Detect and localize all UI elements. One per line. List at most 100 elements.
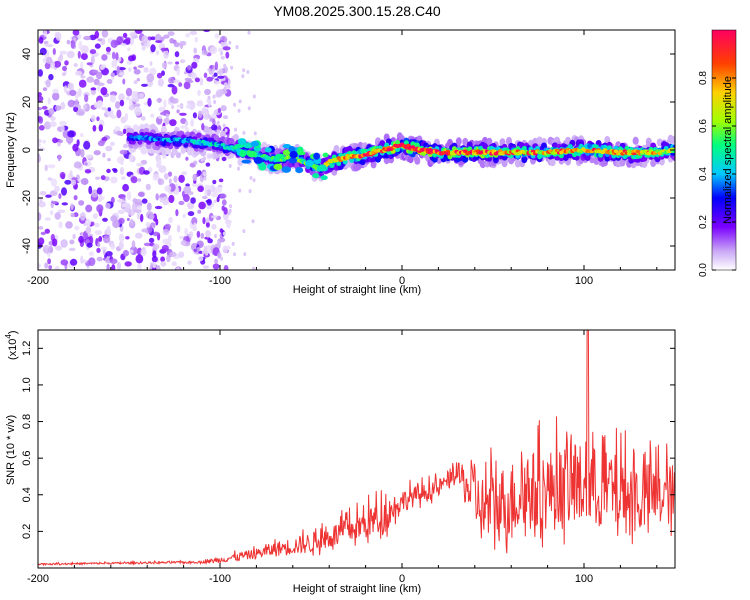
noise-speckle: [179, 112, 187, 116]
noise-speckle: [106, 79, 113, 84]
noise-speckle: [117, 156, 125, 164]
noise-speckle: [212, 119, 216, 126]
noise-speckle: [187, 64, 192, 71]
noise-speckle: [132, 202, 138, 212]
noise-speckle: [213, 72, 218, 77]
noise-speckle: [38, 116, 44, 124]
noise-speckle: [128, 98, 133, 106]
noise-speckle: [131, 90, 139, 100]
noise-speckle: [164, 223, 171, 230]
noise-speckle: [220, 56, 225, 60]
noise-speckle: [201, 195, 208, 200]
noise-speckle: [94, 30, 100, 39]
noise-speckle: [90, 221, 95, 227]
noise-speckle: [152, 173, 160, 181]
noise-speckle: [218, 68, 224, 76]
noise-speckle: [160, 111, 167, 116]
noise-speckle: [226, 84, 231, 89]
noise-speckle: [124, 261, 132, 267]
noise-speckle: [59, 120, 67, 126]
noise-speckle: [174, 51, 180, 58]
noise-speckle: [41, 105, 48, 110]
noise-speckle: [201, 250, 205, 255]
ridge-mark: [161, 141, 167, 147]
noise-speckle: [201, 49, 208, 56]
noise-speckle: [247, 30, 251, 35]
noise-speckle: [191, 72, 197, 80]
noise-speckle: [196, 230, 201, 238]
noise-speckle: [168, 178, 172, 185]
noise-speckle: [224, 82, 228, 87]
noise-speckle: [64, 60, 69, 66]
noise-speckle: [90, 114, 96, 122]
snr-x-label: Height of straight line (km): [293, 583, 421, 595]
noise-speckle: [135, 254, 144, 264]
noise-speckle: [121, 203, 127, 208]
noise-speckle: [109, 258, 118, 265]
noise-speckle: [212, 179, 217, 185]
noise-speckle: [49, 121, 57, 127]
noise-speckle: [155, 218, 159, 226]
noise-speckle: [227, 211, 231, 216]
noise-speckle: [61, 125, 65, 133]
noise-speckle: [104, 176, 110, 182]
noise-speckle: [205, 230, 211, 238]
noise-speckle: [222, 245, 229, 254]
noise-speckle: [67, 83, 73, 90]
noise-speckle: [47, 164, 56, 169]
noise-speckle: [102, 217, 108, 222]
noise-speckle: [226, 221, 232, 229]
noise-speckle: [178, 251, 185, 258]
noise-speckle: [50, 116, 56, 121]
noise-speckle: [111, 51, 116, 60]
ridge-mark: [479, 160, 486, 169]
noise-speckle: [94, 43, 101, 49]
noise-speckle: [243, 252, 247, 257]
svg-text:(x104): (x104): [4, 330, 19, 360]
noise-speckle: [38, 143, 41, 147]
noise-speckle: [150, 113, 155, 118]
noise-speckle: [118, 93, 125, 102]
noise-speckle: [248, 189, 252, 194]
x-tick-label: 0: [399, 573, 405, 585]
noise-speckle: [105, 251, 113, 257]
noise-speckle: [101, 30, 109, 38]
noise-speckle: [117, 199, 125, 203]
noise-speckle: [218, 178, 224, 183]
noise-speckle: [38, 212, 42, 221]
noise-speckle: [74, 225, 80, 231]
noise-speckle: [66, 50, 75, 59]
noise-speckle: [155, 193, 159, 201]
colorbar-ticks: 0.0 0.2 0.4 0.6 0.8: [698, 71, 736, 277]
noise-speckle: [151, 255, 158, 263]
ridge-blob: [239, 149, 247, 158]
noise-speckle: [109, 94, 116, 103]
noise-speckle: [237, 108, 241, 113]
noise-speckle: [48, 73, 54, 81]
noise-speckle: [204, 88, 211, 96]
noise-speckle: [89, 49, 97, 55]
noise-speckle: [80, 178, 89, 185]
noise-speckle: [76, 110, 84, 116]
noise-speckle: [86, 62, 93, 66]
noise-speckle: [90, 55, 95, 65]
noise-speckle: [158, 106, 166, 112]
noise-speckle: [88, 251, 94, 256]
noise-speckle: [116, 65, 120, 75]
noise-speckle: [211, 223, 217, 230]
noise-speckle: [106, 263, 110, 270]
noise-speckle: [136, 162, 144, 167]
noise-speckle: [96, 187, 103, 195]
noise-speckle: [122, 183, 129, 192]
y-tick-label: 40: [21, 48, 33, 60]
noise-speckle: [152, 243, 160, 250]
noise-speckle: [140, 213, 144, 223]
noise-speckle: [206, 198, 212, 206]
noise-speckle: [194, 77, 200, 83]
ridge-blob: [264, 147, 272, 153]
noise-speckle: [179, 235, 184, 240]
noise-speckle: [128, 105, 135, 111]
noise-speckle: [156, 265, 161, 270]
noise-speckle: [209, 186, 216, 193]
noise-speckle: [163, 50, 169, 59]
